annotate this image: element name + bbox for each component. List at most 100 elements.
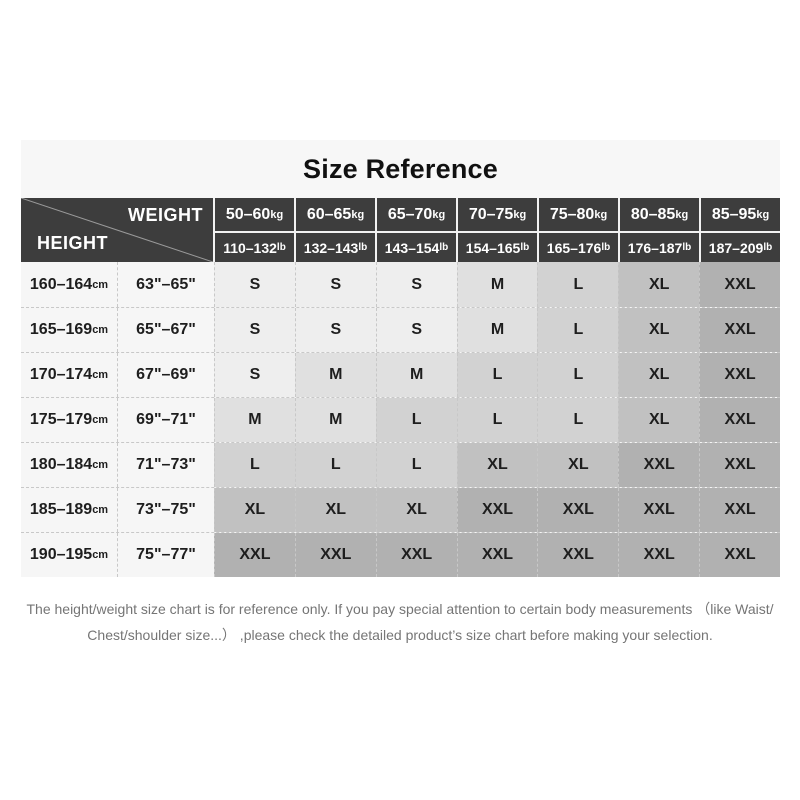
height-cm-cell: 180–184 cm <box>21 443 117 487</box>
size-cell: XXL <box>618 443 700 487</box>
footer-line-1: The height/weight size chart is for refe… <box>26 601 774 617</box>
cm-unit: cm <box>92 504 109 516</box>
lb-unit: lb <box>763 242 773 253</box>
height-inch-cell: 67"–69" <box>117 353 214 397</box>
size-cell: L <box>537 262 619 307</box>
size-cell: M <box>375 353 457 397</box>
table-row: 175–179 cm 69"–71" M M L L L XL XXL <box>21 397 781 442</box>
diagonal-divider-line <box>21 198 213 262</box>
table-row: 190–195 cm 75"–77" XXL XXL XXL XXL XXL XXL XXL <box>21 532 781 577</box>
kg-unit: kg <box>270 208 284 221</box>
size-cell: S <box>294 308 376 352</box>
size-cell: S <box>214 353 295 397</box>
height-cm-cell: 190–195 cm <box>21 533 117 577</box>
size-cell: XXL <box>537 533 619 577</box>
weight-kg-cell: 60–65 kg <box>296 198 375 231</box>
size-cell: M <box>456 308 538 352</box>
title-band: Size Reference <box>21 140 780 198</box>
size-cell: L <box>456 398 538 442</box>
cm-unit: cm <box>92 414 109 426</box>
weight-kg-cell: 75–80 kg <box>539 198 618 231</box>
height-inch-cell: 73"–75" <box>117 488 214 532</box>
size-cell: XL <box>618 308 700 352</box>
size-cell: XXL <box>456 533 538 577</box>
size-cell: XL <box>618 398 700 442</box>
height-axis-label: HEIGHT <box>37 233 109 253</box>
footer-note: The height/weight size chart is for refe… <box>0 596 800 648</box>
table-row: 165–169 cm 65"–67" S S S M L XL XXL <box>21 307 781 352</box>
weight-column: 80–85 kg 176–187 lb <box>620 198 699 262</box>
lb-unit: lb <box>276 242 286 253</box>
size-cell: XXL <box>699 443 781 487</box>
size-cell: XXL <box>699 262 781 307</box>
size-cell: L <box>375 443 457 487</box>
size-cell: M <box>214 398 295 442</box>
kg-unit: kg <box>594 208 608 221</box>
size-reference-panel: Size Reference WEIGHT HEIGHT 50–60 kg 110… <box>21 140 781 577</box>
size-cell: XL <box>375 488 457 532</box>
cm-unit: cm <box>92 459 109 471</box>
kg-unit: kg <box>432 208 446 221</box>
size-cell: L <box>537 353 619 397</box>
size-cell: L <box>537 308 619 352</box>
page-title: Size Reference <box>303 153 498 184</box>
weight-axis-label: WEIGHT <box>128 205 203 225</box>
cm-unit: cm <box>92 278 109 291</box>
height-inch-cell: 69"–71" <box>117 398 214 442</box>
table-row: 170–174 cm 67"–69" S M M L L XL XXL <box>21 352 781 397</box>
size-cell: XXL <box>699 308 781 352</box>
size-cell: XL <box>618 262 700 307</box>
size-cell: M <box>294 353 376 397</box>
size-cell: XL <box>456 443 538 487</box>
height-cm-cell: 165–169 cm <box>21 308 117 352</box>
weight-lb-cell: 154–165 lb <box>458 233 537 262</box>
size-cell: XXL <box>699 398 781 442</box>
size-cell: XL <box>537 443 619 487</box>
cm-unit: cm <box>92 324 109 336</box>
lb-unit: lb <box>601 242 611 253</box>
weight-lb-cell: 132–143 lb <box>296 233 375 262</box>
kg-unit: kg <box>756 208 770 221</box>
height-cm-cell: 160–164 cm <box>21 262 117 307</box>
size-cell: XXL <box>375 533 457 577</box>
height-inch-cell: 65"–67" <box>117 308 214 352</box>
weight-column: 70–75 kg 154–165 lb <box>458 198 537 262</box>
size-cell: S <box>294 262 376 307</box>
weight-kg-cell: 80–85 kg <box>620 198 699 231</box>
size-cell: XL <box>214 488 295 532</box>
size-cell: XXL <box>699 488 781 532</box>
corner-cell: WEIGHT HEIGHT <box>21 198 213 262</box>
weight-lb-cell: 176–187 lb <box>620 233 699 262</box>
size-cell: XXL <box>214 533 295 577</box>
kg-unit: kg <box>675 208 689 221</box>
weight-column: 65–70 kg 143–154 lb <box>377 198 456 262</box>
size-cell: XXL <box>537 488 619 532</box>
weight-kg-cell: 70–75 kg <box>458 198 537 231</box>
weight-column: 75–80 kg 165–176 lb <box>539 198 618 262</box>
table-body: 160–164 cm 63"–65" S S S M L XL XXL 165–169 cm 6… <box>21 262 781 577</box>
weight-lb-cell: 143–154 lb <box>377 233 456 262</box>
footer-line-2: Chest/shoulder size...） ,please check th… <box>87 627 713 643</box>
size-cell: XXL <box>618 488 700 532</box>
height-cm-cell: 175–179 cm <box>21 398 117 442</box>
weight-column: 50–60 kg 110–132 lb <box>215 198 294 262</box>
weight-kg-cell: 85–95 kg <box>701 198 780 231</box>
weight-kg-cell: 50–60 kg <box>215 198 294 231</box>
size-cell: M <box>294 398 376 442</box>
lb-unit: lb <box>439 242 449 253</box>
table-row: 185–189 cm 73"–75" XL XL XL XXL XXL XXL XXL <box>21 487 781 532</box>
size-cell: L <box>294 443 376 487</box>
kg-unit: kg <box>513 208 527 221</box>
height-inch-cell: 71"–73" <box>117 443 214 487</box>
size-cell: L <box>214 443 295 487</box>
weight-kg-cell: 65–70 kg <box>377 198 456 231</box>
weight-lb-cell: 110–132 lb <box>215 233 294 262</box>
size-cell: S <box>214 308 295 352</box>
table-row: 160–164 cm 63"–65" S S S M L XL XXL <box>21 262 781 307</box>
weight-column: 85–95 kg 187–209 lb <box>701 198 780 262</box>
lb-unit: lb <box>358 242 368 253</box>
weight-lb-cell: 165–176 lb <box>539 233 618 262</box>
size-cell: S <box>214 262 295 307</box>
size-cell: XL <box>618 353 700 397</box>
lb-unit: lb <box>682 242 692 253</box>
